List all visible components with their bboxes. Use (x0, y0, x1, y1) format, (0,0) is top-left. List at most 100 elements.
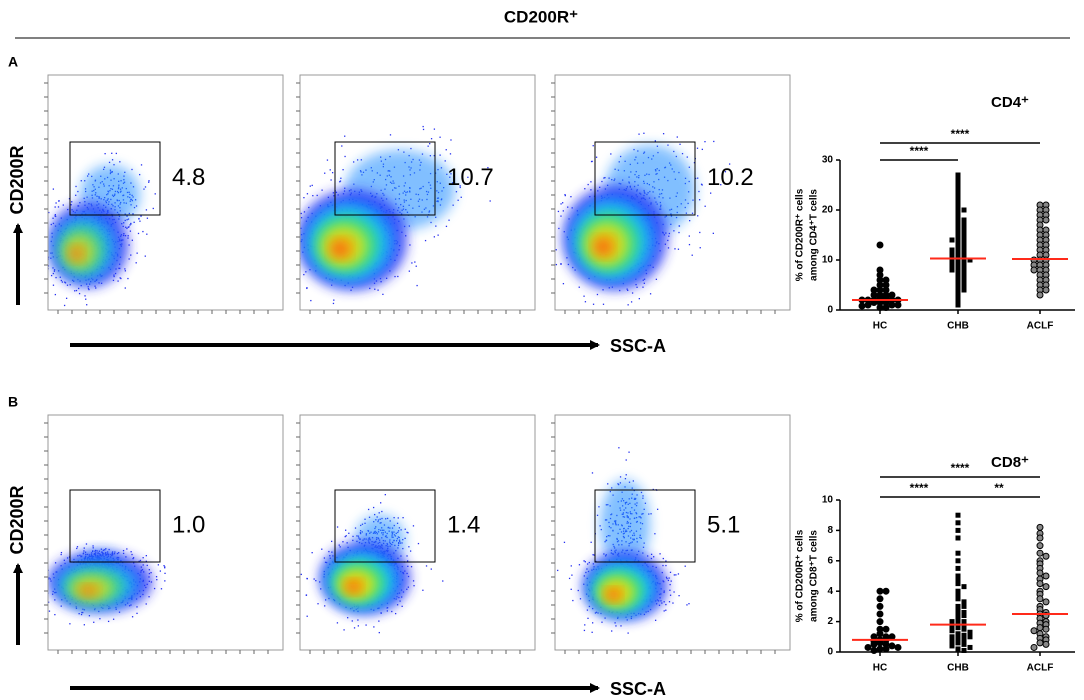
point (876, 241, 884, 249)
event-dot (557, 569, 559, 572)
event-dot (601, 180, 603, 183)
point (1042, 572, 1050, 580)
event-dot (78, 287, 80, 290)
event-dot (356, 159, 359, 161)
event-dot (319, 581, 321, 583)
flow-plot (296, 74, 536, 314)
event-dot (48, 256, 50, 258)
event-dot (439, 154, 441, 156)
event-dot (82, 552, 85, 554)
event-dot (148, 569, 150, 571)
event-dot (700, 183, 703, 185)
point (864, 301, 872, 309)
event-dot (603, 177, 605, 179)
event-dot (586, 609, 589, 611)
event-dot (68, 198, 71, 200)
event-dot (300, 573, 302, 576)
point (1042, 625, 1050, 633)
event-dot (378, 631, 380, 634)
event-dot (618, 447, 620, 449)
event-dot (66, 557, 69, 559)
event-dot (45, 220, 46, 221)
y-tick-label: 8 (827, 525, 833, 536)
event-dot (625, 459, 627, 461)
event-dot (401, 605, 403, 607)
event-dot (396, 604, 399, 606)
event-dot (408, 270, 410, 272)
event-dot (675, 574, 677, 576)
event-dot (28, 595, 29, 596)
event-dot (407, 565, 409, 568)
event-dot (42, 229, 43, 230)
event-dot (93, 621, 95, 623)
event-dot (45, 259, 46, 260)
event-dot (309, 185, 311, 187)
event-dot (652, 488, 654, 491)
event-dot (303, 197, 305, 199)
event-dot (422, 128, 425, 131)
event-dot (591, 622, 594, 624)
event-dot (87, 288, 90, 290)
event-dot (668, 235, 670, 237)
event-dot (36, 244, 37, 245)
event-dot (417, 542, 420, 545)
event-dot (139, 559, 142, 562)
event-dot (321, 189, 323, 191)
event-dot (697, 177, 699, 179)
point (894, 301, 902, 309)
event-dot (144, 186, 147, 188)
point (1036, 534, 1044, 542)
event-dot (145, 560, 147, 562)
event-dot (78, 292, 81, 295)
event-dot (592, 607, 594, 610)
event-dot (50, 223, 52, 226)
event-dot (42, 278, 43, 279)
event-dot (315, 579, 317, 582)
event-dot (48, 601, 50, 603)
event-dot (655, 278, 658, 280)
event-dot (397, 275, 399, 278)
event-dot (154, 193, 156, 195)
event-dot (75, 289, 78, 292)
event-dot (437, 234, 439, 236)
plot-frame (554, 414, 791, 651)
x-tick-label: ACLF (1027, 321, 1054, 332)
event-dot (386, 610, 389, 612)
event-dot (564, 194, 566, 197)
point (955, 591, 961, 597)
event-dot (306, 615, 308, 617)
point (955, 277, 961, 283)
significance-label: **** (910, 144, 929, 158)
gate (334, 489, 436, 563)
point (858, 302, 866, 310)
event-dot (117, 280, 119, 282)
event-dot (624, 478, 627, 480)
event-dot (123, 222, 125, 224)
event-dot (313, 578, 315, 580)
panel-label: A (8, 54, 18, 70)
event-dot (99, 618, 101, 620)
point (961, 262, 967, 268)
event-dot (406, 531, 408, 534)
point (955, 550, 961, 556)
event-dot (631, 292, 634, 294)
event-dot (146, 233, 148, 235)
point (955, 172, 961, 178)
point (955, 558, 961, 564)
event-dot (555, 263, 558, 266)
event-dot (38, 244, 39, 245)
event-dot (311, 184, 313, 187)
event-dot (459, 185, 461, 187)
gate-value: 1.4 (447, 511, 480, 538)
plume (600, 480, 650, 570)
event-dot (636, 286, 638, 288)
event-dot (105, 548, 107, 550)
event-dot (69, 284, 71, 286)
point (955, 520, 961, 526)
event-dot (668, 577, 670, 579)
point (955, 282, 961, 288)
event-dot (579, 598, 582, 600)
point (961, 222, 967, 228)
point (882, 304, 890, 311)
point (961, 257, 967, 263)
